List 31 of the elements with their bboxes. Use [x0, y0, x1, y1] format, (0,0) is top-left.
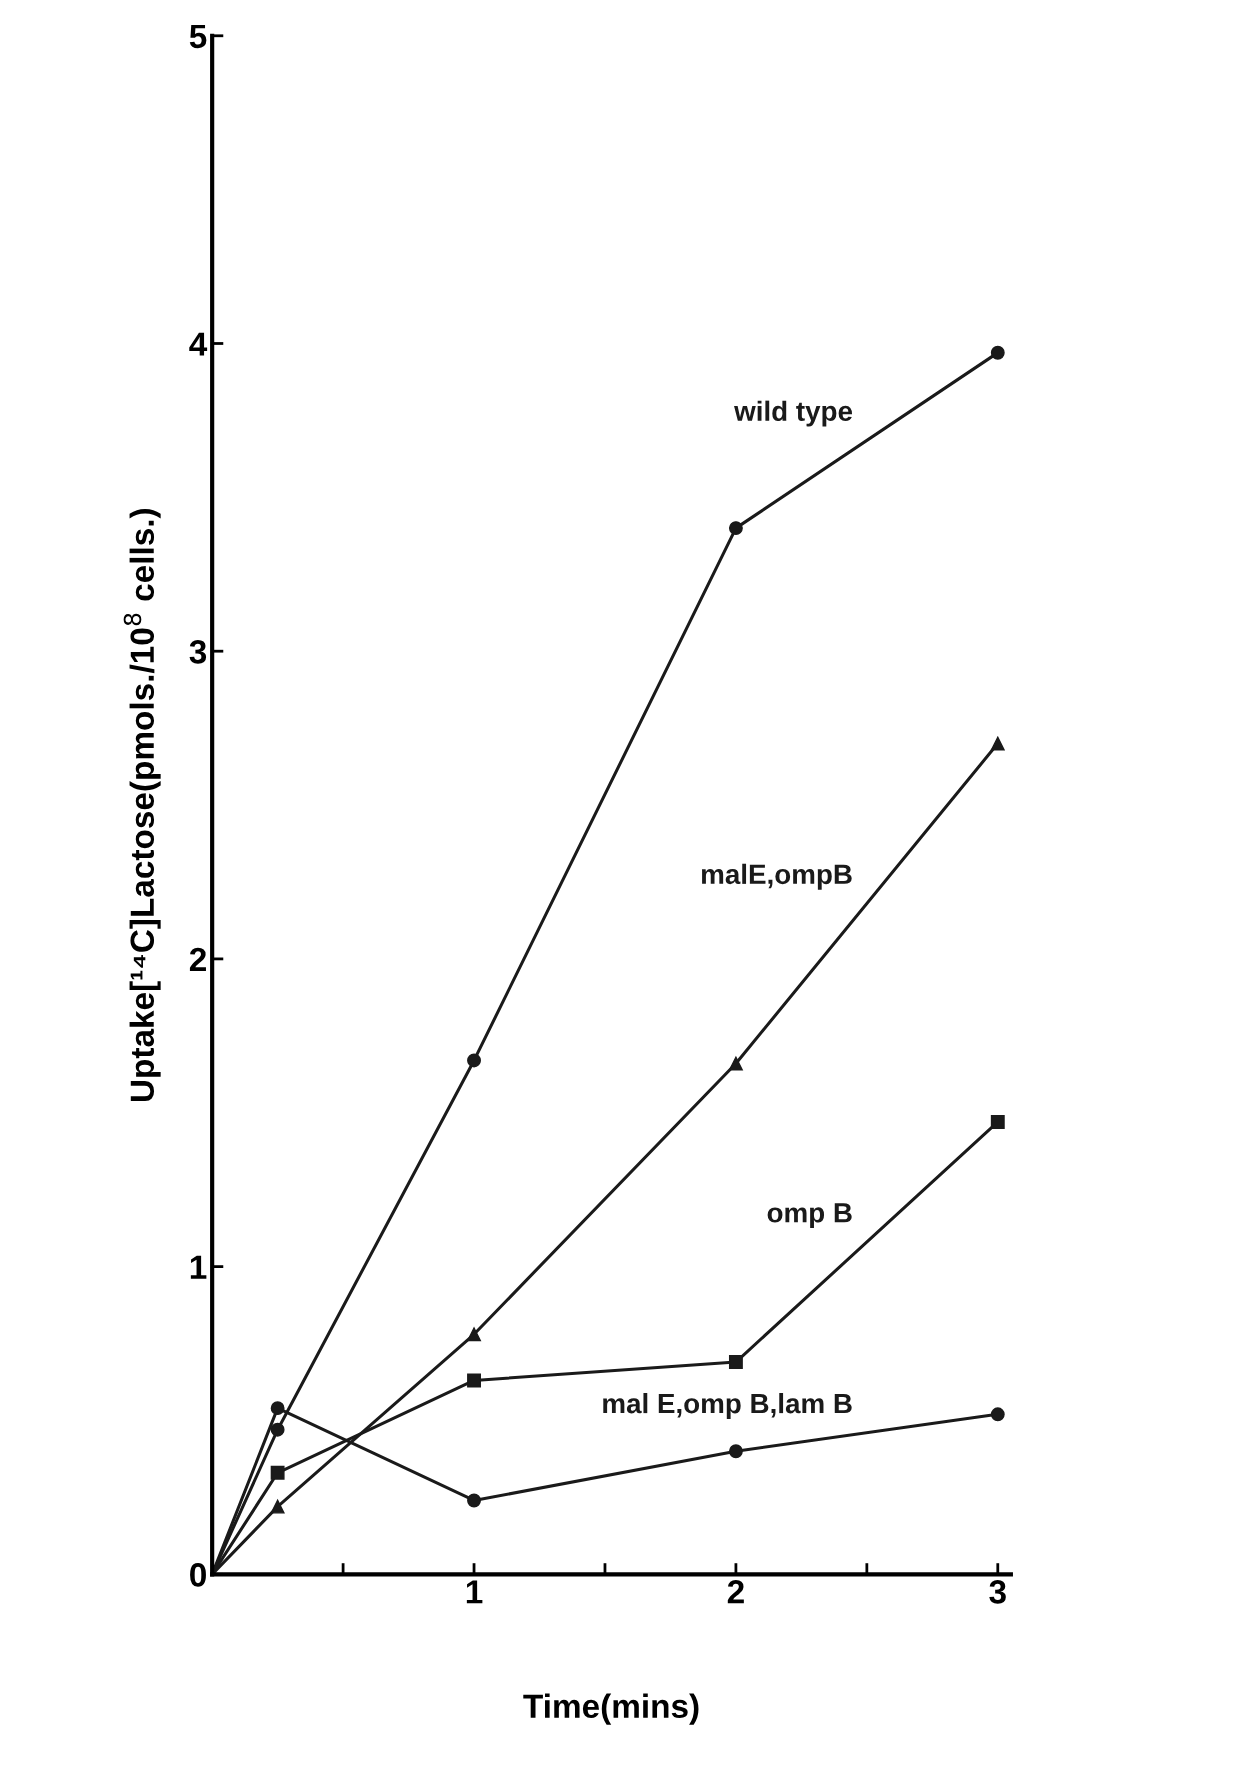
point — [990, 736, 1005, 751]
point — [270, 1499, 285, 1514]
y-tick-label: 0 — [190, 1563, 206, 1587]
point — [990, 345, 1005, 360]
point — [467, 1493, 481, 1508]
x-tick-label: 1 — [466, 1580, 483, 1604]
point — [467, 1327, 481, 1342]
x-tick-label: 3 — [989, 1580, 1006, 1604]
point — [728, 521, 743, 536]
y-tick-label: 3 — [189, 640, 207, 664]
y-tick-label: 5 — [189, 24, 207, 49]
y-tick-label: 4 — [189, 332, 208, 356]
series-label: mal E,omp B,lam B — [603, 1392, 852, 1419]
point — [728, 1444, 743, 1459]
point — [270, 1401, 285, 1416]
point — [467, 1373, 481, 1388]
series-label: omp B — [767, 1203, 852, 1229]
y-tick-label: 2 — [189, 947, 206, 971]
x-axis-title: Time(mins) — [523, 1693, 699, 1725]
point — [728, 1056, 743, 1071]
series-label: malE,ompB — [701, 863, 852, 890]
y-axis-title: Uptake[¹⁴C]Lactose(pmols./10$^{8}$ cells.) — [123, 509, 161, 1102]
point — [728, 1355, 743, 1369]
y-tick-label: 1 — [190, 1255, 207, 1279]
series-label: wild type — [734, 400, 853, 427]
point — [990, 1115, 1005, 1129]
point — [467, 1053, 481, 1068]
x-tick-label: 2 — [727, 1580, 744, 1604]
point — [270, 1465, 285, 1480]
point — [270, 1422, 285, 1437]
point — [990, 1407, 1005, 1422]
